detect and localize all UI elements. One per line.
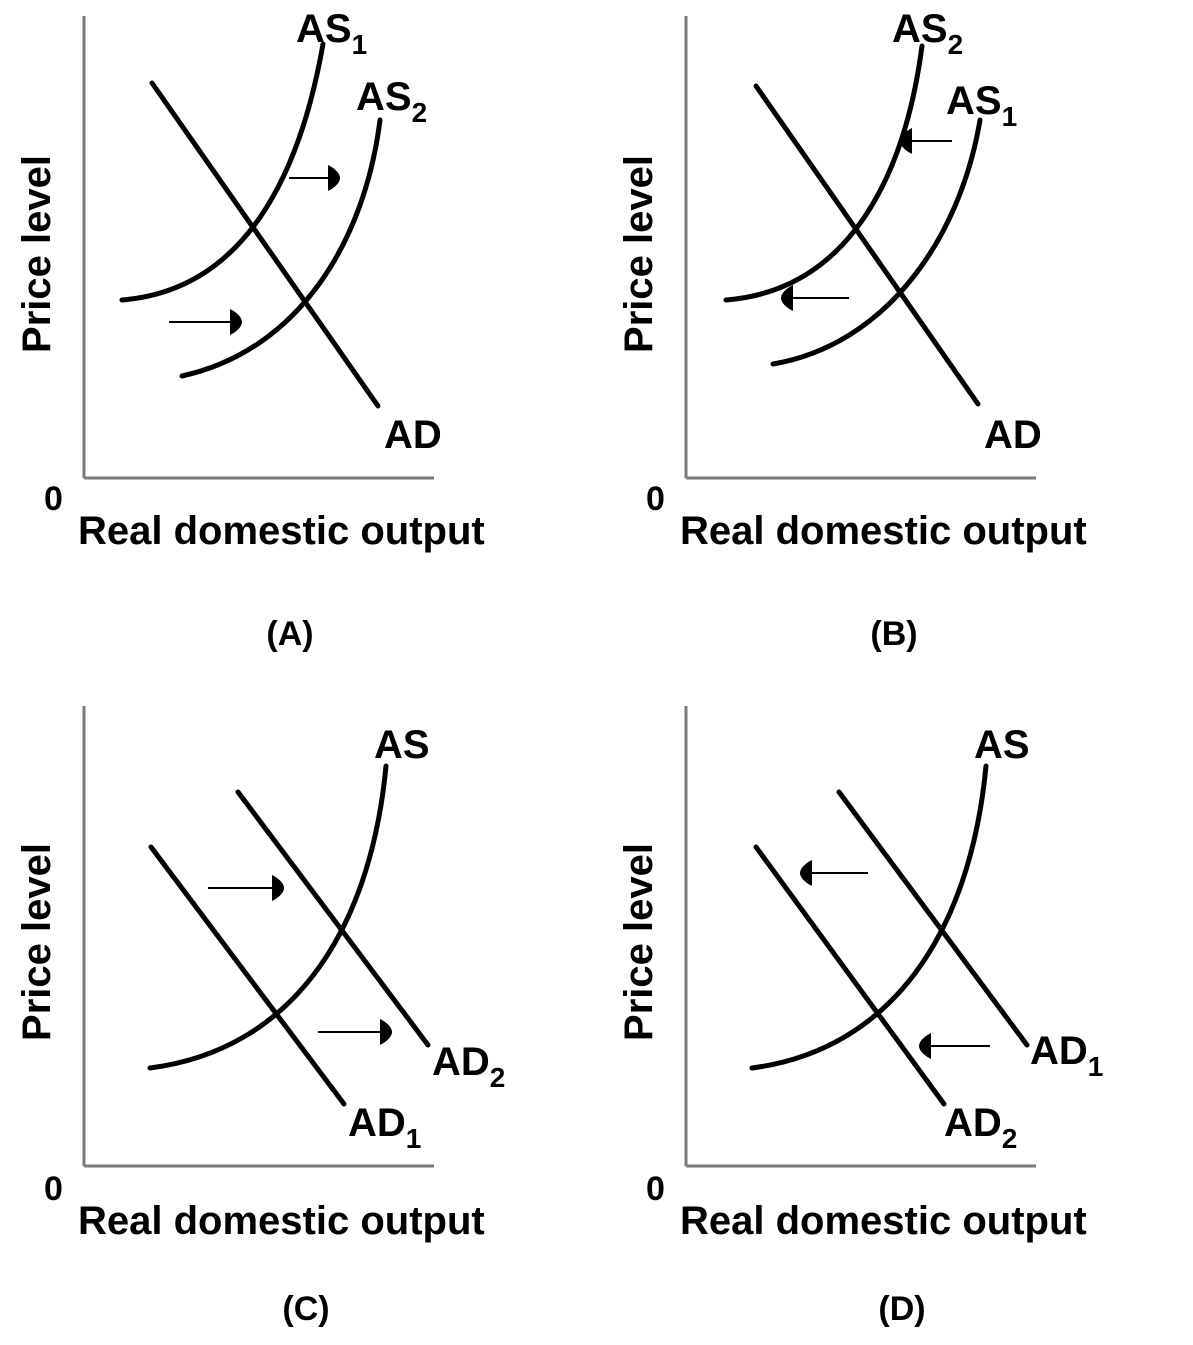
as2-curve: [723, 43, 925, 303]
as2-curve: [179, 117, 383, 379]
shift-arrow: [318, 1019, 392, 1045]
origin-label: 0: [44, 480, 63, 518]
as-curve: [147, 763, 389, 1071]
origin-label: 0: [44, 1170, 63, 1208]
y-axis-label: Price level: [617, 843, 661, 1041]
curve-label: AS1: [296, 7, 367, 60]
shift-arrow: [900, 128, 952, 154]
shift-arrow: [781, 285, 849, 311]
curve-label: AS: [974, 723, 1030, 767]
panel-b: AS2 AS1 AD 0 Real domestic output Price …: [617, 7, 1087, 653]
curve-label: AD1: [348, 1101, 421, 1154]
x-axis-label: Real domestic output: [680, 509, 1087, 553]
ad1-curve: [148, 844, 347, 1107]
curve-label: AD1: [1030, 1029, 1103, 1082]
origin-label: 0: [646, 480, 665, 518]
shift-arrow: [289, 165, 340, 191]
as-curve: [749, 763, 989, 1071]
panel-label: (D): [878, 1290, 925, 1328]
panel-a: AS1 AS2 AD 0 Real domestic output Price …: [15, 7, 485, 653]
x-axis-label: Real domestic output: [78, 509, 485, 553]
y-axis-label: Price level: [617, 155, 661, 353]
panel-c: AS AD2 AD1 0 Real domestic output Price …: [15, 706, 505, 1328]
curve-label: AS: [374, 723, 430, 767]
ad2-curve: [753, 844, 947, 1107]
curve-label: AS1: [946, 79, 1017, 132]
panel-label: (B): [870, 615, 917, 653]
shift-arrow: [169, 309, 242, 335]
as1-curve: [770, 117, 983, 367]
panel-label: (A): [266, 615, 313, 653]
shift-arrow: [208, 875, 284, 901]
curve-label: AD: [984, 413, 1042, 457]
curve-label: AS2: [356, 75, 427, 128]
shift-arrow: [800, 860, 868, 886]
x-axis-label: Real domestic output: [680, 1199, 1087, 1243]
shift-arrow: [919, 1033, 990, 1059]
curve-label: AD: [384, 413, 442, 457]
curve-label: AD2: [944, 1101, 1017, 1154]
as1-curve: [119, 41, 326, 303]
origin-label: 0: [646, 1170, 665, 1208]
panel-d: AS AD1 AD2 0 Real domestic output Price …: [617, 706, 1103, 1328]
ad-curve: [753, 83, 981, 407]
curve-label: AD2: [432, 1040, 505, 1093]
panel-label: (C): [282, 1290, 329, 1328]
ad1-curve: [836, 789, 1030, 1048]
x-axis-label: Real domestic output: [78, 1199, 485, 1243]
ad2-curve: [235, 789, 431, 1048]
y-axis-label: Price level: [15, 843, 59, 1041]
y-axis-label: Price level: [15, 155, 59, 353]
ad-curve: [149, 80, 381, 409]
curve-label: AS2: [892, 7, 963, 60]
